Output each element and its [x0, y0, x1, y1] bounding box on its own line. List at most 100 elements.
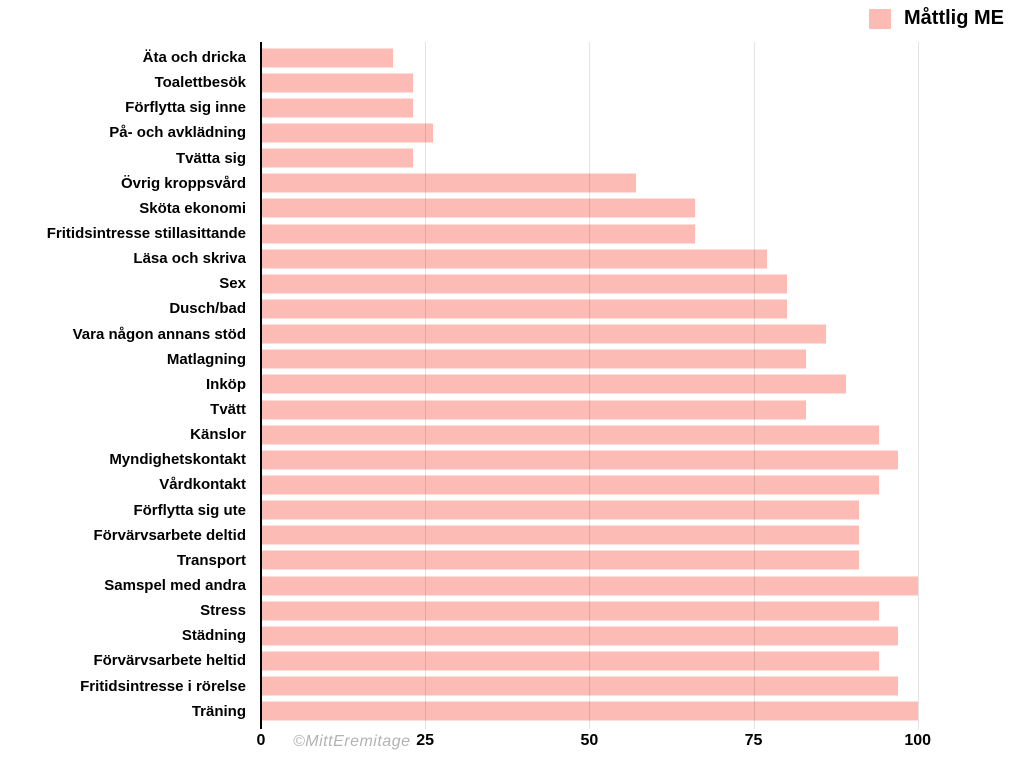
y-axis-line [260, 42, 262, 729]
bar [262, 98, 413, 118]
bar [262, 299, 787, 319]
chart-row: Sex [0, 271, 1024, 296]
chart-row: Förflytta sig ute [0, 498, 1024, 523]
chart-row: Inköp [0, 372, 1024, 397]
bar [262, 425, 879, 445]
category-label: Tvätt [210, 400, 246, 418]
bar [262, 198, 695, 218]
chart-row: Stress [0, 598, 1024, 623]
category-label: Samspel med andra [104, 576, 246, 594]
category-label: Förvärvsarbete heltid [93, 652, 246, 670]
bar [262, 676, 899, 696]
bar-track [262, 550, 918, 570]
category-label: Toalettbesök [154, 74, 246, 92]
bar [262, 249, 768, 269]
bar-track [262, 576, 918, 596]
bar-track [262, 701, 918, 721]
x-axis-tick-label: 25 [416, 732, 435, 749]
chart-row: Träning [0, 699, 1024, 724]
category-label: Förflytta sig inne [125, 99, 246, 117]
category-label: Fritidsintresse i rörelse [80, 677, 246, 695]
gridline [753, 42, 755, 729]
category-label: Städning [181, 627, 246, 645]
bar [262, 274, 787, 294]
chart-row: Fritidsintresse stillasittande [0, 221, 1024, 246]
bar-track [262, 224, 918, 244]
category-label: Äta och dricka [142, 49, 246, 66]
bar [262, 123, 433, 143]
bar-track [262, 173, 918, 193]
chart-row: Förvärvsarbete deltid [0, 523, 1024, 548]
bar-track [262, 123, 918, 143]
bar [262, 500, 859, 520]
bar-track [262, 425, 918, 445]
watermark-text: ©MittEremitage [293, 733, 411, 750]
bar-track [262, 249, 918, 269]
bar-track [262, 475, 918, 495]
category-label: Förflytta sig ute [133, 501, 246, 519]
category-label: Känslor [190, 426, 246, 444]
bar-track [262, 374, 918, 394]
chart-row: Fritidsintresse i rörelse [0, 674, 1024, 699]
bar-track [262, 601, 918, 621]
category-label: Sköta ekonomi [139, 199, 246, 217]
bar [262, 701, 918, 721]
chart-row: Myndighetskontakt [0, 447, 1024, 472]
chart-row: Toalettbesök [0, 70, 1024, 95]
bar-track [262, 274, 918, 294]
bar-track [262, 148, 918, 168]
chart-row: Övrig kroppsvård [0, 171, 1024, 196]
category-label: Fritidsintresse stillasittande [46, 224, 246, 242]
x-axis-tick-label: 50 [580, 732, 599, 749]
bar [262, 450, 899, 470]
bar [262, 48, 394, 68]
bar-track [262, 349, 918, 369]
category-label: Förvärvsarbete deltid [93, 526, 246, 544]
gridline [589, 42, 591, 729]
bar [262, 475, 879, 495]
bar [262, 349, 807, 369]
x-axis-tick-label: 0 [256, 732, 266, 749]
legend-label: Måttlig ME [904, 7, 1004, 29]
bar [262, 148, 413, 168]
bar-track [262, 400, 918, 420]
bar-track [262, 299, 918, 319]
chart-row: Vårdkontakt [0, 472, 1024, 497]
bar-track [262, 98, 918, 118]
chart-row: Städning [0, 623, 1024, 648]
category-label: Matlagning [166, 350, 246, 368]
legend-item[interactable]: Måttlig ME [869, 7, 1004, 30]
bar [262, 576, 918, 596]
chart-row: Transport [0, 548, 1024, 573]
bar [262, 224, 695, 244]
bar-track [262, 626, 918, 646]
bar [262, 626, 899, 646]
bar-track [262, 73, 918, 93]
bar [262, 525, 859, 545]
bar [262, 601, 879, 621]
bar-track [262, 525, 918, 545]
x-axis-tick-label: 100 [904, 732, 932, 749]
chart-row: Sköta ekonomi [0, 196, 1024, 221]
bar-track [262, 324, 918, 344]
category-label: Läsa och skriva [133, 250, 246, 268]
legend-swatch-icon [869, 8, 891, 29]
chart-row: Känslor [0, 422, 1024, 447]
bar-track [262, 500, 918, 520]
bar [262, 400, 807, 420]
bar [262, 73, 413, 93]
bar-track [262, 651, 918, 671]
category-label: Dusch/bad [169, 300, 246, 318]
category-label: Stress [200, 602, 246, 620]
bar [262, 651, 879, 671]
category-label: Transport [176, 551, 246, 569]
category-label: Tvätta sig [175, 149, 246, 167]
chart-row: Matlagning [0, 347, 1024, 372]
bar-track [262, 676, 918, 696]
bar [262, 374, 846, 394]
category-label: Träning [191, 702, 246, 720]
chart-row: På- och avklädning [0, 120, 1024, 145]
chart-row: Läsa och skriva [0, 246, 1024, 271]
category-label: Vara någon annans stöd [72, 325, 246, 343]
